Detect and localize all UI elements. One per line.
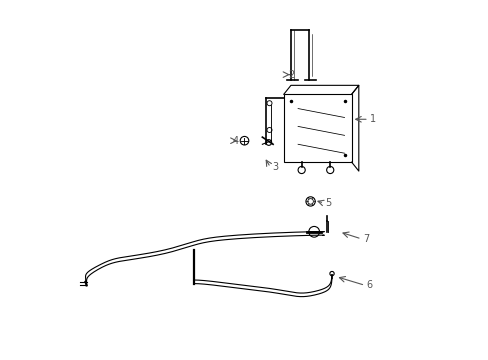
- Text: 7: 7: [363, 234, 368, 244]
- Text: 4: 4: [232, 136, 238, 146]
- Text: 1: 1: [369, 114, 376, 124]
- Text: 5: 5: [325, 198, 331, 208]
- Text: 6: 6: [366, 280, 372, 291]
- Text: 2: 2: [287, 69, 294, 80]
- Text: 3: 3: [271, 162, 278, 172]
